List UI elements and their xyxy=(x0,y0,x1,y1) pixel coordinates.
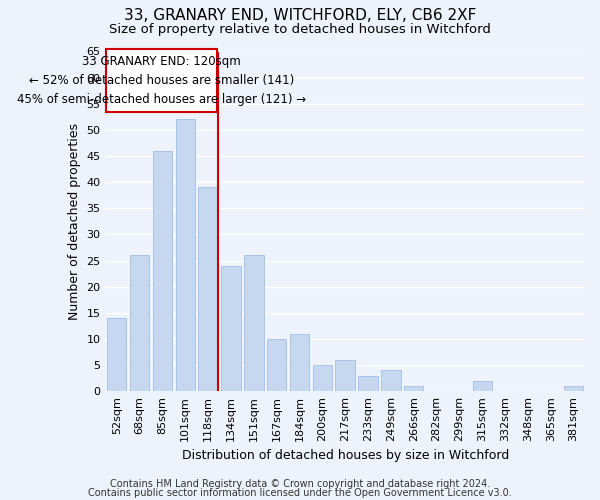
Text: Contains HM Land Registry data © Crown copyright and database right 2024.: Contains HM Land Registry data © Crown c… xyxy=(110,479,490,489)
Bar xyxy=(404,386,424,391)
Text: 33 GRANARY END: 120sqm
← 52% of detached houses are smaller (141)
45% of semi-de: 33 GRANARY END: 120sqm ← 52% of detached… xyxy=(17,54,306,106)
Y-axis label: Number of detached properties: Number of detached properties xyxy=(68,123,81,320)
FancyBboxPatch shape xyxy=(106,49,217,112)
Bar xyxy=(267,339,286,391)
Text: 33, GRANARY END, WITCHFORD, ELY, CB6 2XF: 33, GRANARY END, WITCHFORD, ELY, CB6 2XF xyxy=(124,8,476,22)
Bar xyxy=(130,256,149,391)
Bar xyxy=(221,266,241,391)
Bar xyxy=(199,188,218,391)
Bar xyxy=(473,380,492,391)
Bar xyxy=(290,334,309,391)
Bar xyxy=(381,370,401,391)
X-axis label: Distribution of detached houses by size in Witchford: Distribution of detached houses by size … xyxy=(182,450,509,462)
Bar xyxy=(313,365,332,391)
Bar xyxy=(244,256,263,391)
Bar xyxy=(153,151,172,391)
Bar xyxy=(358,376,378,391)
Bar xyxy=(107,318,127,391)
Bar xyxy=(564,386,583,391)
Text: Size of property relative to detached houses in Witchford: Size of property relative to detached ho… xyxy=(109,22,491,36)
Bar xyxy=(335,360,355,391)
Bar xyxy=(176,120,195,391)
Text: Contains public sector information licensed under the Open Government Licence v3: Contains public sector information licen… xyxy=(88,488,512,498)
